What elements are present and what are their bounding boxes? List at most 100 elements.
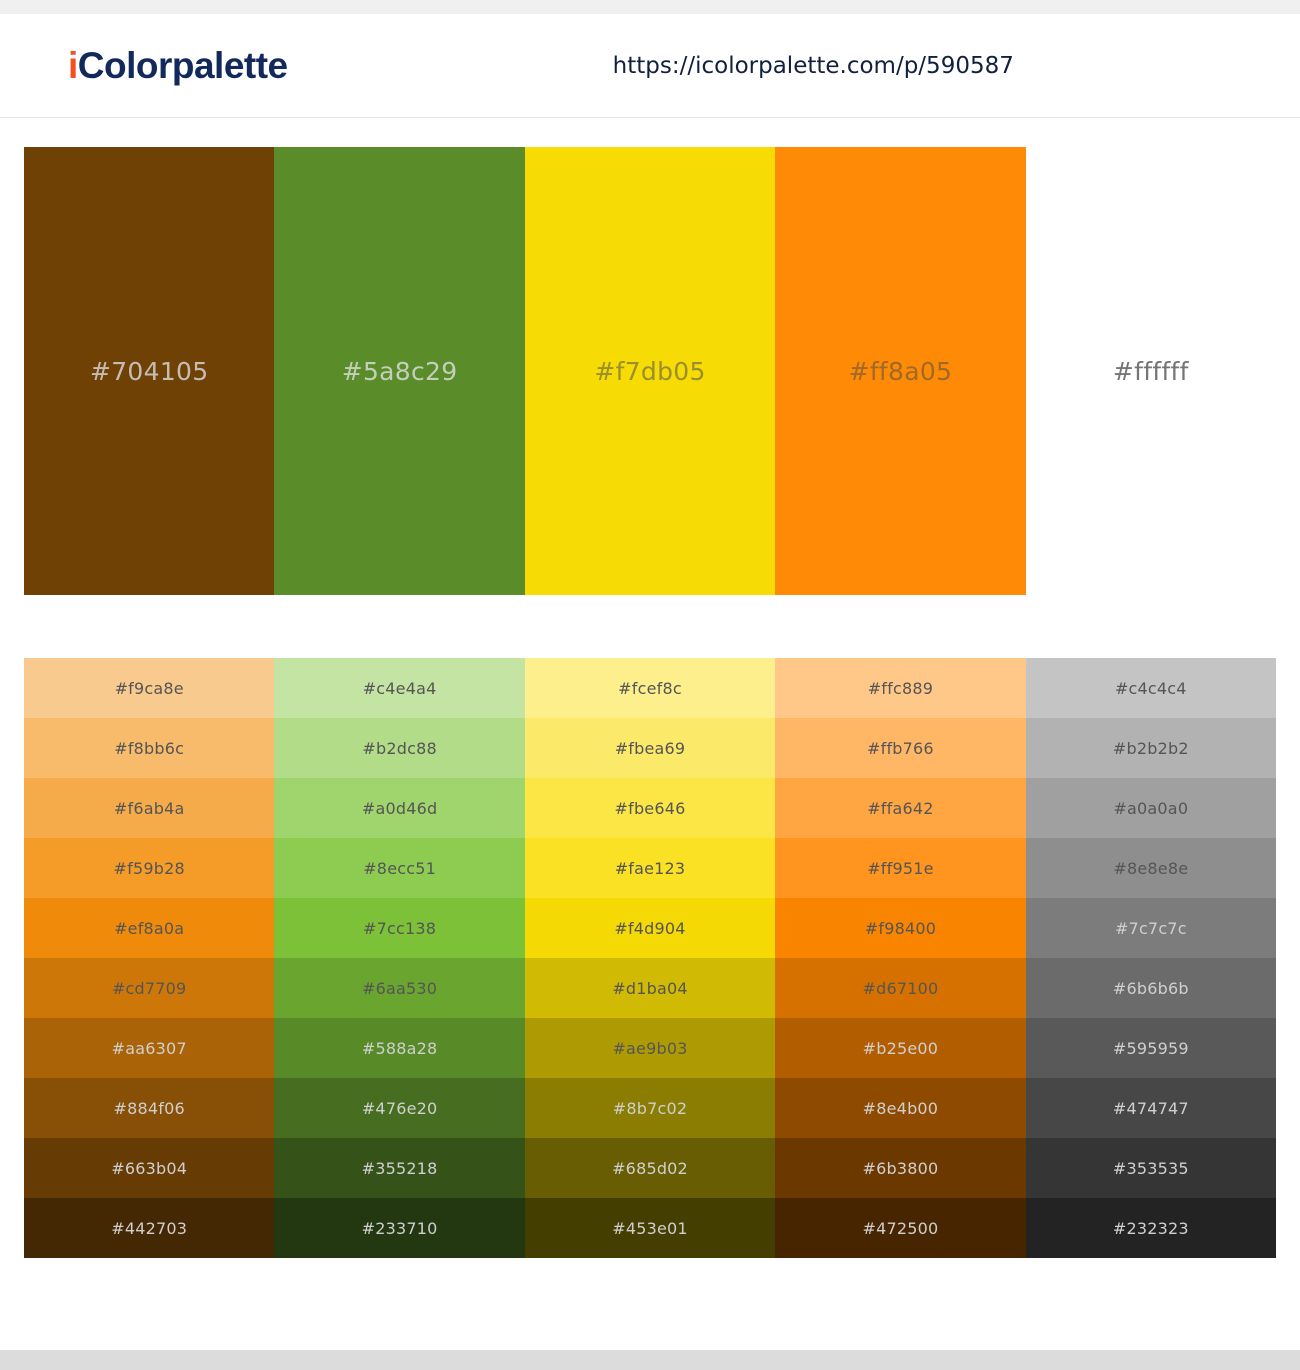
shade-cell-label: #884f06	[113, 1098, 185, 1118]
shade-cell[interactable]: #f4d904	[524, 898, 776, 958]
shade-cell[interactable]: #8e4b00	[775, 1078, 1026, 1138]
shade-cell-label: #663b04	[111, 1158, 188, 1178]
shade-cell-label: #ffc889	[867, 678, 934, 698]
shade-cell-label: #c4c4c4	[1114, 678, 1187, 698]
shade-cell-label: #474747	[1112, 1098, 1189, 1118]
shade-cell[interactable]: #ef8a0a	[24, 898, 275, 958]
shade-cell-label: #6b6b6b	[1112, 978, 1189, 998]
shade-cell-label: #8e8e8e	[1113, 858, 1189, 878]
shade-cell[interactable]: #233710	[274, 1198, 525, 1258]
main-palette-row: #704105 #5a8c29 #f7db05 #ff8a05 #ffffff	[24, 147, 1277, 595]
shade-cell[interactable]: #a0a0a0	[1025, 778, 1277, 838]
shade-cell[interactable]: #c4e4a4	[274, 658, 525, 718]
shade-cell-label: #8ecc51	[363, 858, 436, 878]
shade-cell-label: #aa6307	[111, 1038, 187, 1058]
shade-cell[interactable]: #353535	[1025, 1138, 1277, 1198]
shade-cell[interactable]: #ffb766	[775, 718, 1026, 778]
palette-swatch-label: #ffffff	[1112, 356, 1189, 386]
shade-cell[interactable]: #6b6b6b	[1025, 958, 1277, 1018]
shade-cell-label: #8e4b00	[862, 1098, 939, 1118]
shade-column: #f9ca8e #f8bb6c #f6ab4a #f59b28 #ef8a0a #cd77…	[24, 658, 275, 1258]
shade-cell-label: #fbe646	[614, 798, 686, 818]
shade-column: #c4c4c4 #b2b2b2 #a0a0a0 #8e8e8e #7c7c7c #6b6b…	[1025, 658, 1277, 1258]
shade-cell[interactable]: #6aa530	[274, 958, 525, 1018]
shade-cell-label: #355218	[361, 1158, 438, 1178]
shade-cell[interactable]: #b2b2b2	[1025, 718, 1277, 778]
shade-cell[interactable]: #474747	[1025, 1078, 1277, 1138]
palette-swatch[interactable]: #5a8c29	[274, 147, 525, 595]
logo-i-letter: i	[68, 45, 78, 86]
shade-cell[interactable]: #453e01	[524, 1198, 776, 1258]
shade-cell[interactable]: #472500	[775, 1198, 1026, 1258]
shade-cell-label: #b2dc88	[362, 738, 437, 758]
palette-swatch[interactable]: #f7db05	[524, 147, 776, 595]
shade-cell[interactable]: #355218	[274, 1138, 525, 1198]
shade-cell[interactable]: #ffa642	[775, 778, 1026, 838]
shade-cell-label: #453e01	[612, 1218, 688, 1238]
shade-cell[interactable]: #232323	[1025, 1198, 1277, 1258]
shade-column: #fcef8c #fbea69 #fbe646 #fae123 #f4d904 #d1ba…	[524, 658, 776, 1258]
shade-cell-label: #7c7c7c	[1114, 918, 1187, 938]
shade-cell-label: #588a28	[361, 1038, 438, 1058]
shade-cell-label: #a0d46d	[361, 798, 438, 818]
bottom-chrome-strip	[0, 1350, 1300, 1370]
shade-cell[interactable]: #7c7c7c	[1025, 898, 1277, 958]
shade-cell[interactable]: #ff951e	[775, 838, 1026, 898]
shade-cell-label: #f8bb6c	[114, 738, 185, 758]
shade-cell-label: #233710	[361, 1218, 438, 1238]
shade-cell-label: #472500	[862, 1218, 939, 1238]
shade-cell[interactable]: #7cc138	[274, 898, 525, 958]
shade-cell[interactable]: #476e20	[274, 1078, 525, 1138]
shade-cell-label: #ffa642	[867, 798, 934, 818]
page-url: https://icolorpalette.com/p/590587	[612, 52, 1014, 79]
shade-cell[interactable]: #fae123	[524, 838, 776, 898]
shade-cell-label: #fcef8c	[618, 678, 682, 698]
shade-cell[interactable]: #cd7709	[24, 958, 275, 1018]
shade-cell[interactable]: #6b3800	[775, 1138, 1026, 1198]
palette-swatch-label: #5a8c29	[341, 356, 458, 386]
shade-cell[interactable]: #685d02	[524, 1138, 776, 1198]
shade-cell[interactable]: #f8bb6c	[24, 718, 275, 778]
shade-cell[interactable]: #595959	[1025, 1018, 1277, 1078]
shade-cell[interactable]: #f6ab4a	[24, 778, 275, 838]
shade-cell[interactable]: #8ecc51	[274, 838, 525, 898]
shade-cell-label: #353535	[1112, 1158, 1189, 1178]
site-header: iColorpalette https://icolorpalette.com/…	[0, 14, 1300, 118]
shade-cell[interactable]: #fbe646	[524, 778, 776, 838]
palette-swatch[interactable]: #ff8a05	[775, 147, 1026, 595]
shade-cell[interactable]: #aa6307	[24, 1018, 275, 1078]
shade-cell-label: #cd7709	[111, 978, 187, 998]
shade-cell-label: #b2b2b2	[1112, 738, 1189, 758]
shade-cell[interactable]: #fbea69	[524, 718, 776, 778]
shade-cell[interactable]: #884f06	[24, 1078, 275, 1138]
shade-cell-label: #f98400	[864, 918, 937, 938]
shade-cell[interactable]: #ae9b03	[524, 1018, 776, 1078]
shade-cell[interactable]: #a0d46d	[274, 778, 525, 838]
shade-cell[interactable]: #663b04	[24, 1138, 275, 1198]
shade-cell[interactable]: #f98400	[775, 898, 1026, 958]
shades-grid: #f9ca8e #f8bb6c #f6ab4a #f59b28 #ef8a0a #cd77…	[24, 658, 1277, 1258]
shade-cell[interactable]: #d1ba04	[524, 958, 776, 1018]
palette-swatch[interactable]: #ffffff	[1025, 147, 1277, 595]
shade-cell[interactable]: #8b7c02	[524, 1078, 776, 1138]
shade-cell[interactable]: #b25e00	[775, 1018, 1026, 1078]
shade-cell[interactable]: #d67100	[775, 958, 1026, 1018]
shade-cell[interactable]: #c4c4c4	[1025, 658, 1277, 718]
shade-cell[interactable]: #8e8e8e	[1025, 838, 1277, 898]
shade-cell-label: #ae9b03	[612, 1038, 688, 1058]
shade-cell-label: #232323	[1112, 1218, 1189, 1238]
shade-cell-label: #685d02	[612, 1158, 688, 1178]
palette-swatch[interactable]: #704105	[24, 147, 275, 595]
shade-cell[interactable]: #442703	[24, 1198, 275, 1258]
shade-cell[interactable]: #588a28	[274, 1018, 525, 1078]
shade-cell[interactable]: #b2dc88	[274, 718, 525, 778]
shade-cell[interactable]: #fcef8c	[524, 658, 776, 718]
shade-cell[interactable]: #f59b28	[24, 838, 275, 898]
site-logo[interactable]: iColorpalette	[68, 47, 288, 84]
shade-cell[interactable]: #ffc889	[775, 658, 1026, 718]
shade-cell-label: #f9ca8e	[114, 678, 184, 698]
shade-cell-label: #ef8a0a	[114, 918, 185, 938]
shade-cell[interactable]: #f9ca8e	[24, 658, 275, 718]
palette-swatch-label: #f7db05	[594, 356, 706, 386]
shade-cell-label: #476e20	[361, 1098, 438, 1118]
